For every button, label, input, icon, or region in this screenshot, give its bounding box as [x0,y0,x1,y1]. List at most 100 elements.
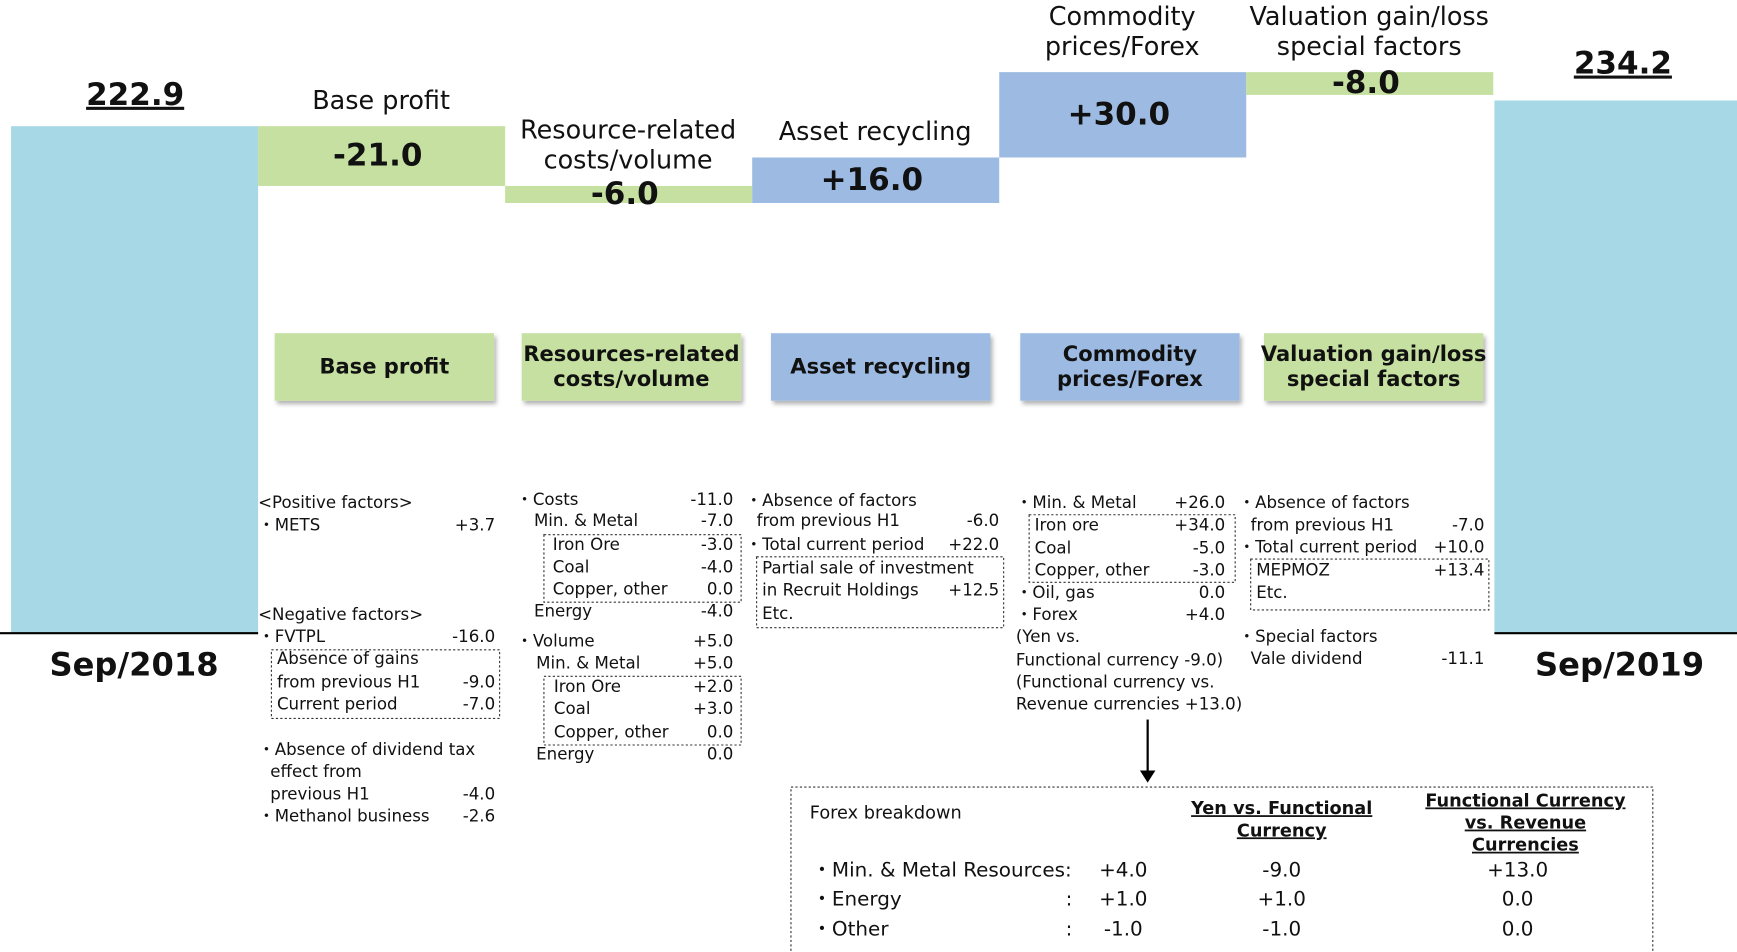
forex-column-header: vs. Revenue [1465,814,1586,834]
detail-value: +3.0 [693,699,733,718]
bracket [543,675,742,746]
step-label: Asset recycling [779,117,972,147]
step-value-label: +30.0 [1068,96,1171,132]
total-label: 234.2 [1574,46,1672,82]
detail-value: -16.0 [452,627,495,646]
arrow-head [1139,770,1156,783]
step-label: Valuation gain/loss [1249,2,1488,32]
detail-text: ・Methanol business [258,806,429,825]
detail-text: Iron Ore [553,535,620,554]
detail-value: -4.0 [701,557,733,576]
detail-text: Copper, other [554,722,669,741]
detail-text: ・Oil, gas [1016,583,1095,602]
panel-header: special factors [1287,366,1461,391]
detail-text: ・Costs [516,490,578,509]
detail-text: previous H1 [270,784,369,803]
detail-value: +10.0 [1434,537,1485,556]
step-value-label: +16.0 [821,162,924,198]
forex-title: Forex breakdown [810,804,962,824]
detail-text: <Negative factors> [258,605,423,624]
detail-value: 0.0 [707,744,733,763]
detail-value: +34.0 [1174,515,1225,534]
detail-value: -7.0 [701,511,733,530]
forex-column-header: Currency [1237,821,1327,841]
total-bar [11,126,259,634]
forex-separator: : [1066,917,1073,940]
bracket [1250,558,1490,611]
panel-header: costs/volume [553,366,709,391]
detail-value: +2.0 [693,677,733,696]
detail-text: Copper, other [1035,561,1150,580]
bracket [1028,514,1236,583]
detail-text: Energy [536,744,594,763]
step-label: Commodity [1049,2,1196,32]
detail-text: Functional currency -9.0) [1016,650,1223,669]
step-bar [505,185,753,204]
detail-text: Etc. [1256,583,1287,602]
detail-value: +12.5 [948,581,999,600]
forex-total: +4.0 [1099,859,1147,882]
detail-text: Current period [277,695,398,714]
step-bar [258,126,506,186]
detail-text: ・FVTPL [258,627,326,646]
detail-text: ・Total current period [1238,537,1417,556]
detail-value: +3.7 [455,515,495,534]
forex-total: +1.0 [1099,887,1147,910]
detail-text: Coal [554,699,591,718]
detail-text: ・Min. & Metal [1016,493,1137,512]
panel-header: Base profit [319,354,449,379]
detail-text: Min. & Metal [534,511,638,530]
detail-text: Absence of gains [277,649,419,668]
bracket [543,534,742,603]
step-label: Base profit [312,86,450,116]
forex-value: -9.0 [1262,859,1301,882]
panel-header: Resources-related [523,341,739,366]
panel-header: Valuation gain/loss [1261,341,1487,366]
step-value-label: -8.0 [1332,65,1400,101]
panel-header-box [1263,333,1484,401]
panel-header-box [1020,333,1240,401]
detail-text: from previous H1 [757,511,900,530]
forex-separator: : [1066,887,1073,910]
forex-value: 0.0 [1502,887,1534,910]
detail-value: 0.0 [1199,583,1225,602]
forex-column-header: Currencies [1472,836,1579,856]
step-label: Resource-related [520,116,736,146]
bracket [270,649,501,719]
total-bar [1494,100,1737,634]
forex-row-label: ・Min. & Metal Resources: [812,859,1072,882]
panel-header-box [771,333,991,401]
detail-value: -4.0 [463,784,495,803]
forex-row-label: ・Energy [812,887,902,910]
detail-text: ・Absence of dividend tax [258,740,475,759]
detail-text: Vale dividend [1251,649,1363,668]
detail-text: ・METS [258,515,320,534]
step-bar [752,157,1000,204]
period-label: Sep/2019 [1535,645,1704,683]
detail-value: +22.0 [948,535,999,554]
panel-header: Commodity [1063,341,1198,366]
detail-value: +5.0 [693,654,733,673]
detail-value: -2.6 [463,806,495,825]
detail-text: ・Absence of factors [1238,493,1409,512]
detail-text: ・Volume [516,632,594,651]
detail-value: +4.0 [1185,605,1225,624]
forex-value: +13.0 [1487,859,1548,882]
period-label: Sep/2018 [50,645,219,683]
detail-text: Copper, other [553,580,668,599]
step-bar [999,72,1247,158]
detail-text: MEPMOZ [1256,561,1330,580]
detail-text: Coal [553,557,590,576]
detail-value: -7.0 [1452,515,1484,534]
detail-text: ・Special factors [1238,627,1377,646]
panel-header: prices/Forex [1057,366,1203,391]
step-value-label: -6.0 [591,176,659,212]
detail-value: -5.0 [1193,539,1225,558]
detail-text: (Yen vs. [1016,627,1080,646]
panel-header: Asset recycling [790,354,971,379]
detail-value: -11.1 [1441,649,1484,668]
forex-value: +1.0 [1258,887,1306,910]
detail-value: -3.0 [701,535,733,554]
